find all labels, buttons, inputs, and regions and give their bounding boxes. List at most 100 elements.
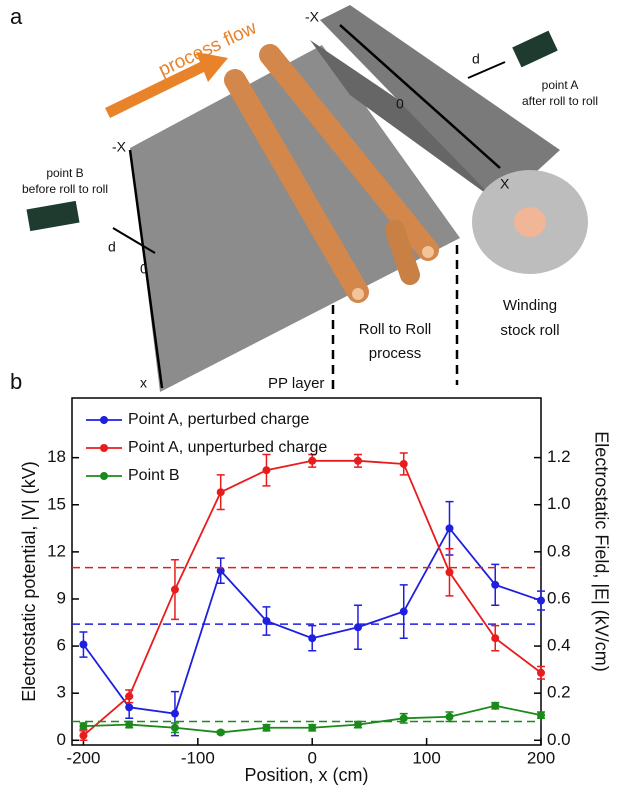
y2-tick-label: 0.0	[547, 730, 571, 749]
plot-frame	[71, 397, 542, 746]
legend-label: Point A, unperturbed charge	[128, 439, 327, 456]
x-tick-label: 200	[527, 748, 555, 767]
legend-marker	[100, 472, 108, 480]
label: 0	[396, 96, 404, 112]
data-point	[262, 723, 271, 732]
data-point	[445, 524, 454, 533]
y-tick-label: 0	[57, 730, 66, 749]
x-axis-label: Position, x (cm)	[244, 765, 368, 785]
data-point	[79, 640, 88, 649]
data-point	[262, 616, 271, 625]
label: 0	[140, 261, 148, 277]
data-point	[216, 728, 225, 737]
y-tick-label: 12	[47, 541, 66, 560]
rod	[259, 44, 439, 261]
label: -X	[112, 139, 127, 155]
data-point	[491, 634, 500, 643]
rod-end	[422, 246, 434, 258]
d-arrow	[467, 61, 506, 79]
y2-tick-label: 0.8	[547, 541, 571, 560]
data-point	[491, 580, 500, 589]
data-point	[79, 731, 88, 740]
label: x	[140, 375, 147, 391]
data-point	[537, 596, 545, 605]
data-point	[445, 568, 454, 577]
x-tick-label: 100	[412, 748, 440, 767]
label: after roll to roll	[522, 94, 598, 108]
y2-tick-label: 1.0	[547, 494, 571, 513]
legend-label: Point A, perturbed charge	[128, 411, 310, 428]
y-tick-label: 9	[57, 588, 66, 607]
data-point	[399, 607, 408, 616]
sensor-a	[512, 30, 558, 68]
data-point	[308, 634, 317, 643]
sensor-b	[26, 200, 80, 232]
data-point	[445, 712, 454, 721]
d-arrow	[112, 227, 156, 254]
data-point	[262, 466, 271, 475]
data-point	[125, 720, 134, 729]
label: PP layer	[268, 375, 324, 392]
label: point B	[46, 166, 83, 180]
rod	[385, 220, 420, 285]
y2-tick-label: 1.2	[547, 447, 571, 466]
y2-tick-label: 0.6	[547, 588, 571, 607]
x-tick-label: -200	[66, 748, 100, 767]
roll-core	[514, 207, 546, 237]
legend-marker	[100, 444, 108, 452]
panel-label: a	[10, 4, 23, 29]
axis-arrow	[128, 149, 164, 389]
legend-label: Point B	[128, 467, 180, 484]
data-point	[170, 709, 179, 718]
data-point	[537, 668, 545, 677]
y-tick-label: 15	[47, 494, 66, 513]
label: d	[472, 51, 480, 67]
illustration: a b process flow -X 0 X d point A after …	[10, 4, 598, 395]
panel-label: b	[10, 369, 22, 394]
data-point	[79, 722, 88, 731]
series-line	[82, 526, 542, 715]
label: stock roll	[500, 322, 559, 339]
rod-end	[352, 288, 364, 300]
data-point	[216, 566, 225, 575]
data-point	[216, 488, 225, 497]
rod	[224, 69, 369, 303]
data-point	[125, 692, 134, 701]
data-point	[399, 714, 408, 723]
data-point	[353, 456, 362, 465]
flow-arrow	[105, 52, 228, 118]
data-point	[353, 623, 362, 632]
data-point	[353, 720, 362, 729]
pp-sheet	[130, 45, 460, 392]
y-axis-label: Electrostatic potential, |V| (kV)	[19, 461, 39, 701]
data-point	[170, 585, 179, 594]
label: Winding	[503, 297, 557, 314]
label: -X	[305, 9, 320, 25]
series-line	[82, 459, 542, 737]
legend-marker	[100, 416, 108, 424]
data-point	[125, 703, 134, 712]
data-point	[537, 711, 545, 720]
axis-arrow	[339, 24, 501, 169]
data-point	[308, 456, 317, 465]
label: point A	[542, 78, 579, 92]
label: d	[108, 239, 116, 255]
y2-tick-label: 0.2	[547, 683, 571, 702]
data-point	[308, 723, 317, 732]
x-tick-label: 0	[307, 748, 316, 767]
label: Roll to Roll	[359, 321, 432, 338]
data-point	[491, 701, 500, 710]
y2-axis-label: Electrostatic Field, |E| (kV/cm)	[591, 431, 611, 671]
y-tick-label: 3	[57, 683, 66, 702]
label: before roll to roll	[22, 182, 108, 196]
label: X	[500, 176, 510, 192]
roll-body	[320, 5, 560, 205]
y-tick-label: 6	[57, 636, 66, 655]
chart: -200 -100 0 100 200 0 3 6 9 12 15 18 0.0 0.2 0.4 0.6 0.8…	[19, 397, 611, 785]
y-tick-label: 18	[47, 447, 66, 466]
y2-tick-label: 0.4	[547, 636, 571, 655]
data-point	[399, 459, 408, 468]
data-point	[170, 723, 179, 732]
